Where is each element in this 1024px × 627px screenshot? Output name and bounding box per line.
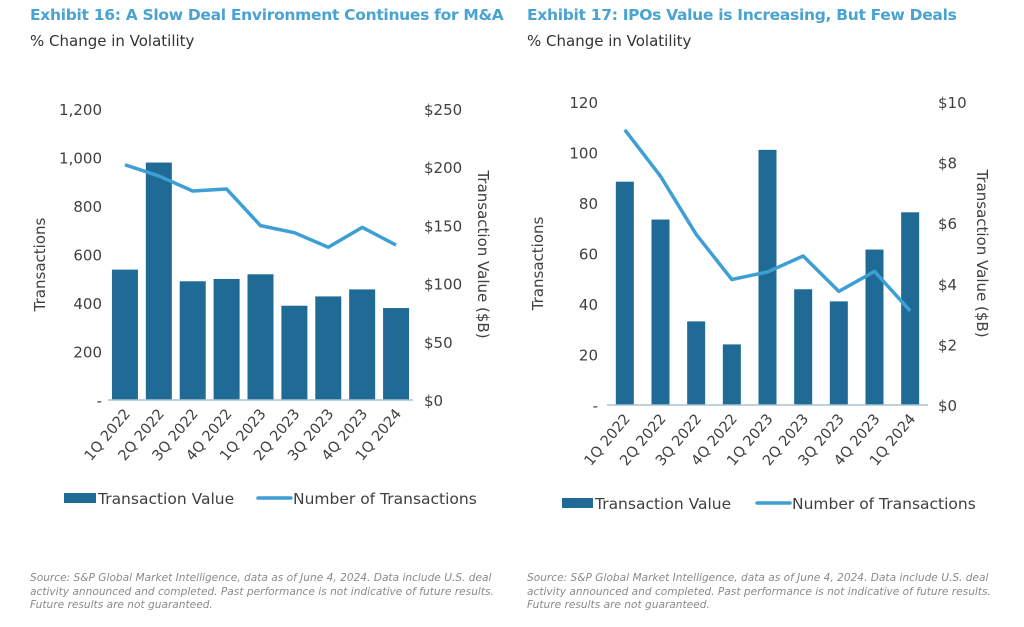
exhibit-16-subtitle: % Change in Volatility bbox=[30, 32, 195, 50]
y-tick-label-right: $2 bbox=[938, 336, 957, 354]
y-axis-title-left: Transactions bbox=[31, 218, 49, 313]
legend-label-transaction-value: Transaction Value bbox=[97, 490, 234, 508]
y-axis-title-right: Transaction Value ($B) bbox=[973, 168, 991, 337]
y-tick-label-right: $50 bbox=[424, 334, 453, 352]
y-tick-label-left: - bbox=[593, 397, 598, 415]
bar-transaction-value bbox=[179, 281, 206, 400]
bar-transaction-value bbox=[758, 149, 777, 405]
y-tick-label-left: 600 bbox=[73, 247, 102, 265]
y-tick-label-right: $4 bbox=[938, 276, 957, 294]
y-tick-label-right: $0 bbox=[938, 397, 957, 415]
bar-transaction-value bbox=[383, 308, 410, 400]
bar-transaction-value bbox=[281, 305, 308, 400]
legend-label-number-of-transactions: Number of Transactions bbox=[293, 490, 477, 508]
y-tick-label-left: 100 bbox=[569, 145, 598, 163]
y-tick-label-right: $6 bbox=[938, 215, 957, 233]
bar-transaction-value bbox=[865, 249, 884, 405]
bar-transaction-value bbox=[349, 289, 376, 400]
y-tick-label-right: $0 bbox=[424, 392, 443, 410]
bar-transaction-value bbox=[687, 321, 706, 405]
exhibit-17-chart: - 20 40 60 80 100 120 $0 $2 $4 $6 $8 $10 Transactions… bbox=[529, 94, 991, 513]
bar-transaction-value bbox=[794, 289, 813, 405]
y-tick-label-right: $250 bbox=[424, 101, 462, 119]
y-tick-label-left: 800 bbox=[73, 198, 102, 216]
legend-bar-swatch bbox=[562, 498, 593, 508]
bar-transaction-value bbox=[615, 181, 634, 405]
y-tick-label-left: 120 bbox=[569, 94, 598, 112]
exhibit-16-footnote: Source: S&P Global Market Intelligence, … bbox=[30, 572, 494, 611]
bar-transaction-value bbox=[213, 278, 240, 400]
y-tick-label-right: $100 bbox=[424, 276, 462, 294]
y-tick-label-left: 200 bbox=[73, 344, 102, 362]
y-tick-label-left: 20 bbox=[579, 347, 598, 365]
y-tick-label-left: 1,000 bbox=[59, 150, 102, 168]
legend-label-number-of-transactions: Number of Transactions bbox=[792, 495, 976, 513]
bar-transaction-value bbox=[111, 269, 138, 400]
exhibit-16-chart: - 200 400 600 800 1,000 1,200 $0 $50 $100 $150 $200… bbox=[31, 101, 492, 508]
y-tick-label-right: $200 bbox=[424, 159, 462, 177]
y-tick-label-right: $8 bbox=[938, 155, 957, 173]
exhibit-17-subtitle: % Change in Volatility bbox=[527, 32, 692, 50]
bar-transaction-value bbox=[145, 162, 172, 400]
y-tick-label-left: 80 bbox=[579, 195, 598, 213]
bar-transaction-value bbox=[315, 296, 342, 400]
y-axis-title-right: Transaction Value ($B) bbox=[474, 169, 492, 338]
bar-transaction-value bbox=[722, 344, 741, 405]
y-tick-label-left: 400 bbox=[73, 295, 102, 313]
y-tick-label-left: 40 bbox=[579, 296, 598, 314]
y-tick-label-left: 1,200 bbox=[59, 101, 102, 119]
exhibit-17-footnote: Source: S&P Global Market Intelligence, … bbox=[527, 572, 991, 611]
y-tick-label-left: 60 bbox=[579, 246, 598, 264]
y-tick-label-right: $10 bbox=[938, 94, 967, 112]
bar-transaction-value bbox=[829, 301, 848, 405]
legend-bar-swatch bbox=[64, 493, 96, 503]
legend-label-transaction-value: Transaction Value bbox=[594, 495, 731, 513]
y-tick-label-left: - bbox=[97, 392, 102, 410]
bar-transaction-value bbox=[247, 274, 274, 400]
y-axis-title-left: Transactions bbox=[529, 217, 547, 312]
exhibit-16-title: Exhibit 16: A Slow Deal Environment Cont… bbox=[30, 6, 504, 24]
exhibit-17-title: Exhibit 17: IPOs Value is Increasing, Bu… bbox=[527, 6, 957, 24]
bar-transaction-value bbox=[651, 219, 670, 405]
y-tick-label-right: $150 bbox=[424, 217, 462, 235]
